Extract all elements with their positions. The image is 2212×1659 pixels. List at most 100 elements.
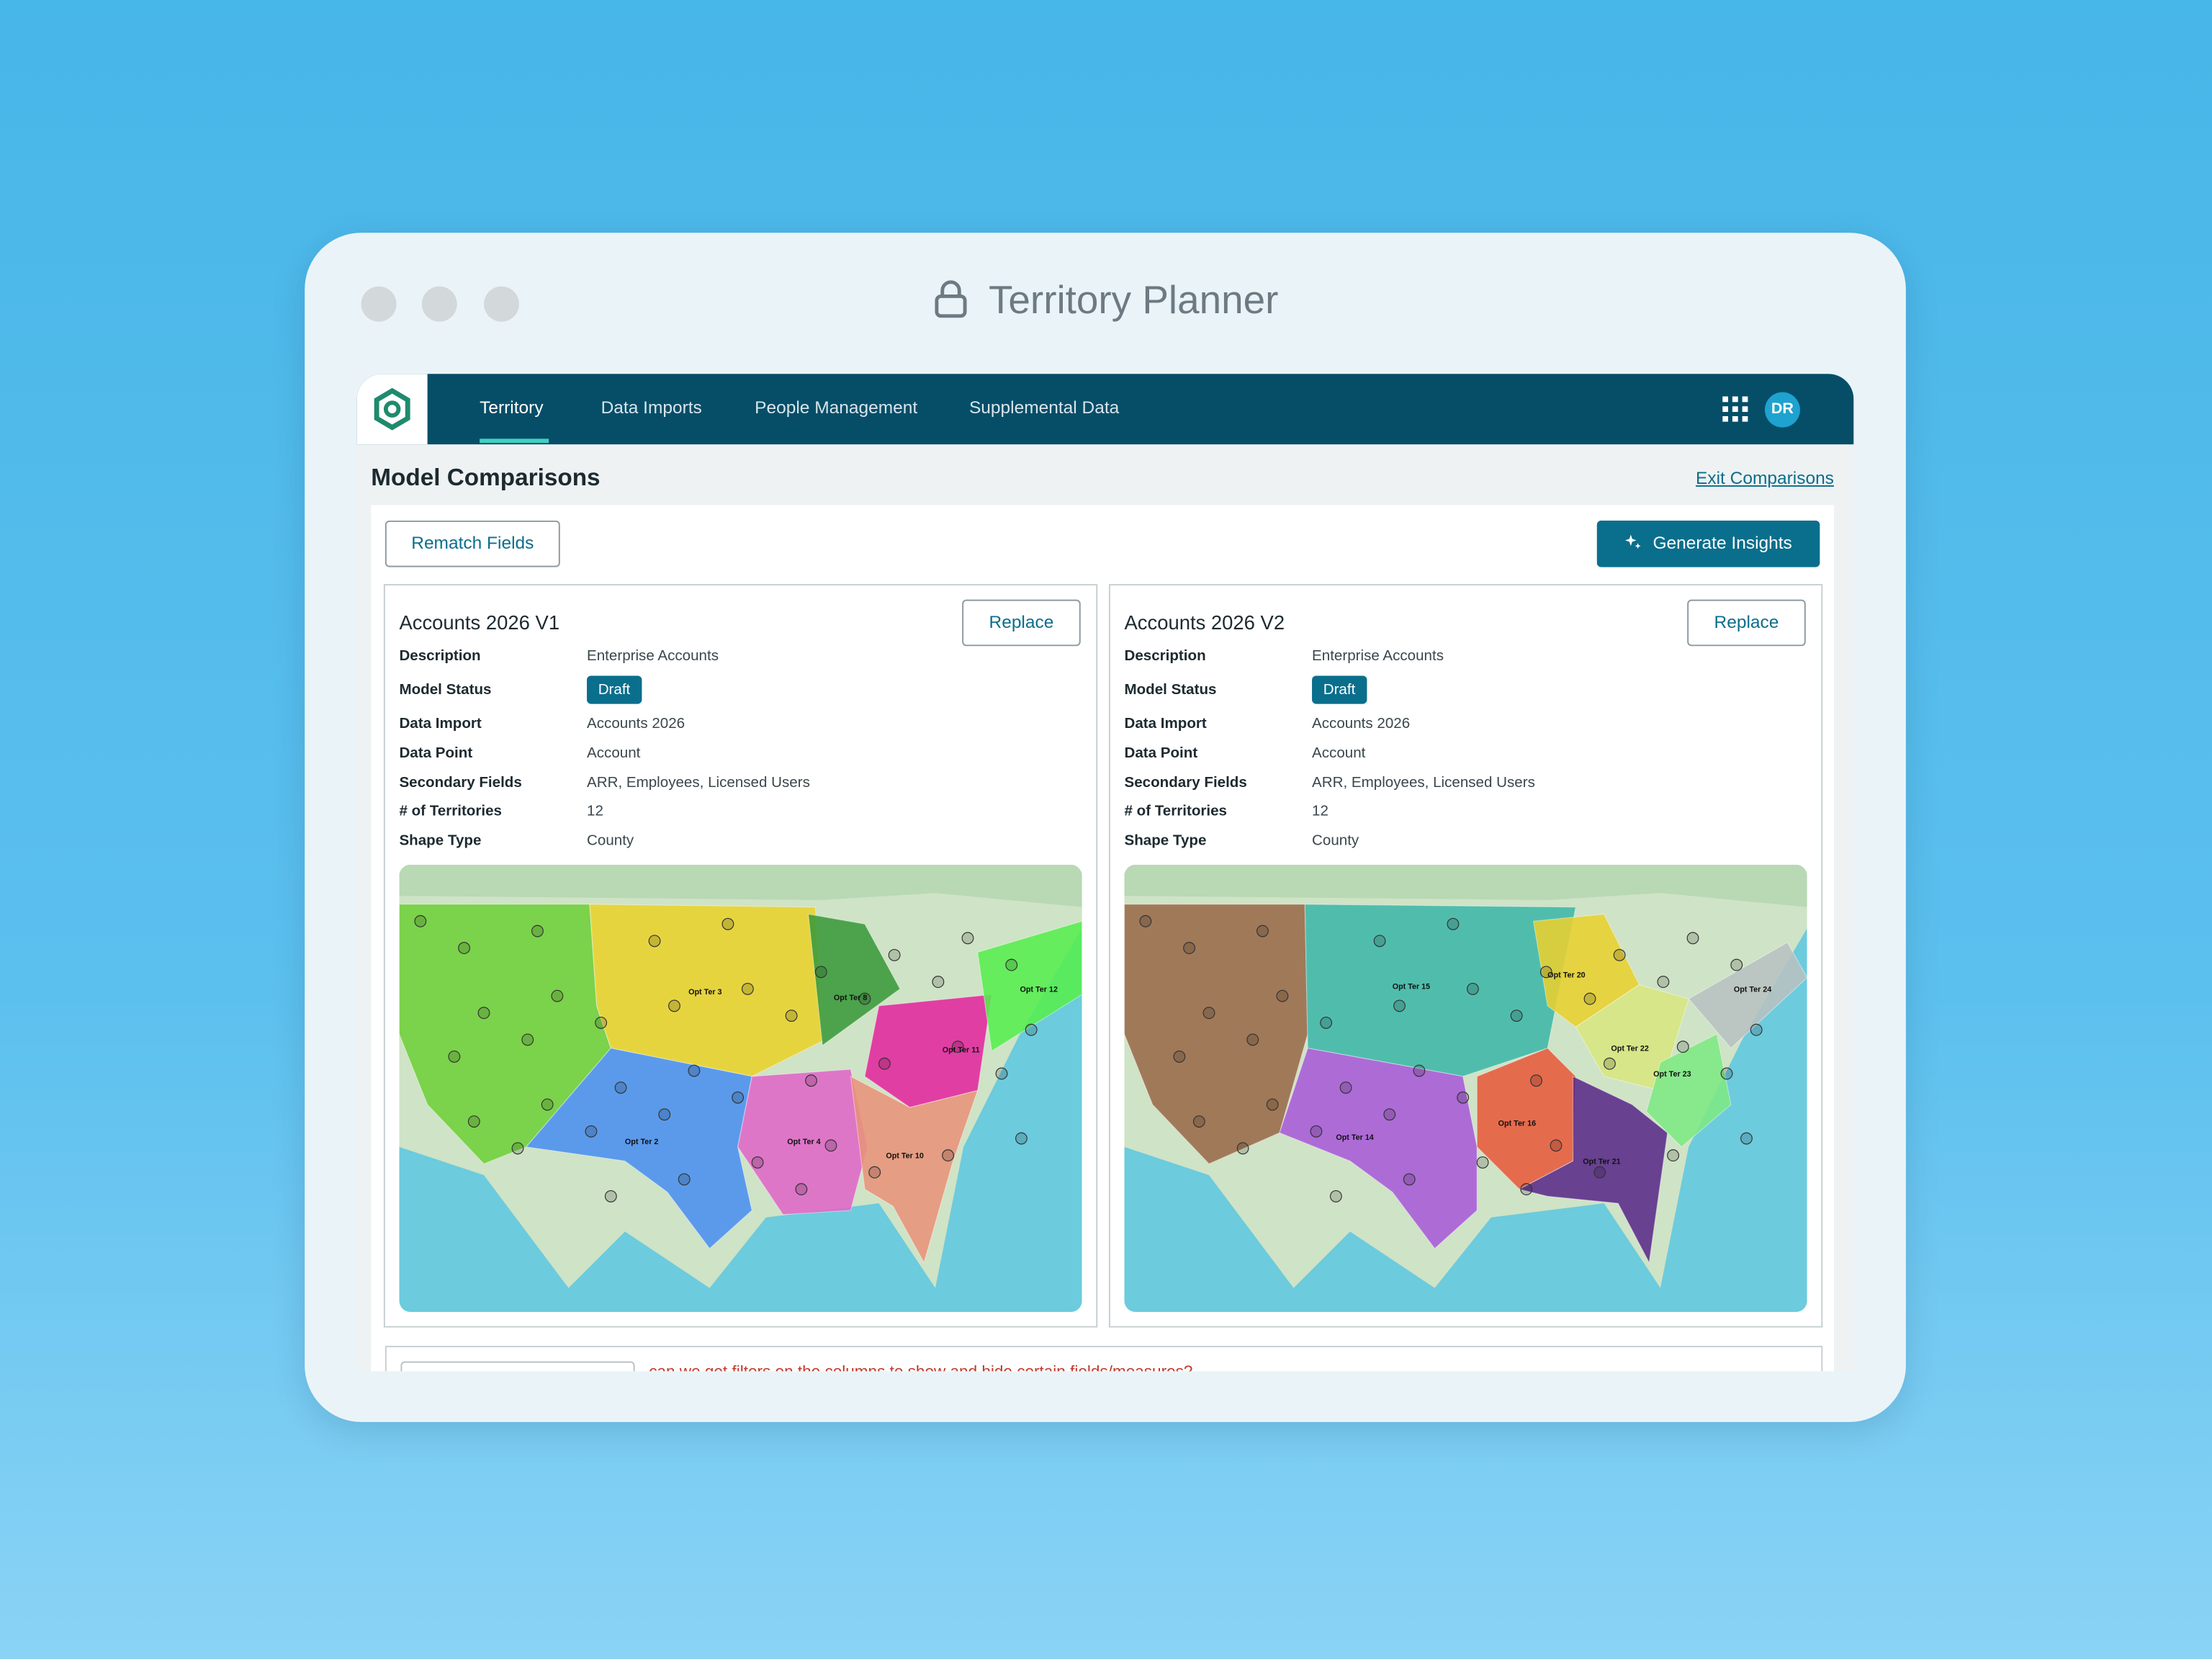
nav-item[interactable]: People Management: [755, 397, 918, 418]
field-text: County: [1312, 832, 1359, 850]
territory-region: [1645, 1033, 1732, 1148]
account-marker: [795, 1183, 808, 1196]
avatar[interactable]: DR: [1764, 392, 1800, 428]
field-text: Enterprise Accounts: [1312, 647, 1444, 665]
account-marker: [932, 976, 945, 989]
map-label: Opt Ter 24: [1734, 985, 1771, 994]
account-marker: [1015, 1132, 1028, 1145]
map-label: Opt Ter 3: [688, 988, 721, 997]
account-marker: [688, 1064, 701, 1077]
account-marker: [1657, 976, 1670, 989]
nav-item[interactable]: Supplemental Data: [968, 397, 1120, 418]
field-label: Model Status: [399, 681, 492, 698]
account-marker: [477, 1007, 490, 1020]
account-marker: [1329, 1190, 1342, 1202]
field-label: Secondary Fields: [399, 774, 522, 792]
land: [1124, 864, 1807, 907]
account-marker: [814, 966, 827, 979]
field-text: Enterprise Accounts: [587, 647, 719, 665]
field-value: Draft: [1312, 675, 1367, 704]
map-label: Opt Ter 12: [1020, 985, 1057, 994]
account-marker: [1139, 914, 1152, 927]
field-label: Data Point: [399, 745, 473, 762]
window-title: Territory Planner: [988, 277, 1279, 322]
nav-item[interactable]: Territory: [480, 397, 544, 418]
model-name: Accounts 2026 V1: [399, 611, 560, 634]
field-value: ARR, Employees, Licensed Users: [1312, 775, 1535, 792]
account-marker: [1539, 966, 1552, 979]
account-marker: [595, 1016, 608, 1029]
field-text: Account: [587, 745, 641, 762]
account-marker: [458, 942, 470, 954]
replace-button[interactable]: Replace: [1687, 599, 1806, 647]
map-label: Opt Ter 21: [1583, 1157, 1620, 1166]
account-marker: [805, 1074, 817, 1087]
account-marker: [1246, 1033, 1259, 1046]
logo[interactable]: [356, 374, 428, 445]
app: Territory Data Imports People Management…: [356, 374, 1854, 1372]
account-marker: [1457, 1091, 1470, 1104]
account-marker: [658, 1108, 671, 1121]
navbar: Territory Data Imports People Management…: [356, 374, 1854, 445]
map-label: Opt Ter 22: [1611, 1045, 1648, 1053]
window-dot[interactable]: [484, 286, 519, 322]
account-marker: [741, 982, 754, 995]
account-marker: [1005, 958, 1018, 971]
account-marker: [585, 1125, 598, 1138]
territory-region: [1518, 1075, 1668, 1264]
account-marker: [1740, 1132, 1753, 1145]
field-value: Enterprise Accounts: [587, 647, 719, 665]
nav-item[interactable]: Data Imports: [601, 397, 702, 418]
comment-text: can we get filters on the columns to sho…: [649, 1364, 1192, 1372]
map: Opt Ter 15 Opt Ter 20 Opt Ter 24 Opt Ter 22…: [1124, 864, 1807, 1313]
status-badge: Draft: [587, 675, 642, 704]
account-marker: [1403, 1173, 1416, 1186]
territory-region: [807, 913, 901, 1046]
map-label: Opt Ter 16: [1498, 1119, 1536, 1128]
field-text: ARR, Employees, Licensed Users: [587, 774, 810, 792]
account-marker: [1276, 989, 1289, 1002]
territory-region: [1304, 904, 1577, 1077]
rematch-button[interactable]: Rematch Fields: [385, 520, 560, 567]
account-marker: [648, 935, 661, 948]
account-marker: [511, 1142, 524, 1155]
map-label: Opt Ter 11: [943, 1046, 980, 1055]
field-text: 12: [1312, 802, 1328, 820]
account-marker: [1383, 1108, 1396, 1121]
account-marker: [1476, 1156, 1489, 1169]
account-marker: [1593, 1166, 1606, 1179]
map-label: Opt Ter 14: [1336, 1133, 1373, 1142]
account-marker: [1667, 1149, 1680, 1161]
account-marker: [1750, 1023, 1763, 1036]
account-marker: [721, 917, 734, 930]
window-dot[interactable]: [361, 286, 397, 322]
window-dot[interactable]: [421, 286, 457, 322]
comment-row: can we get filters on the columns to sho…: [385, 1346, 1823, 1372]
account-marker: [414, 914, 427, 927]
field-text: 12: [587, 802, 603, 820]
account-marker: [878, 1057, 891, 1070]
field-text: County: [587, 832, 634, 850]
field-label: Data Import: [399, 715, 482, 732]
replace-button[interactable]: Replace: [962, 599, 1081, 647]
account-marker: [1183, 942, 1196, 954]
account-marker: [951, 1040, 964, 1053]
model-card: Accounts 2026 V1 Replace Description Enterp…: [383, 584, 1098, 1328]
account-marker: [751, 1156, 764, 1169]
account-marker: [604, 1190, 617, 1202]
map-label: Opt Ter 4: [787, 1138, 820, 1146]
field-label: Shape Type: [399, 832, 482, 850]
comment-input[interactable]: [400, 1361, 635, 1372]
model-name: Accounts 2026 V2: [1124, 611, 1285, 634]
account-marker: [1339, 1082, 1352, 1094]
generate-button[interactable]: Generate Insights: [1596, 520, 1820, 567]
account-marker: [1202, 1007, 1215, 1020]
account-marker: [868, 1166, 881, 1179]
field-label: Data Point: [1124, 745, 1198, 762]
account-marker: [551, 989, 564, 1002]
account-marker: [1730, 958, 1743, 971]
map-svg: Opt Ter 3 Opt Ter 8 Opt Ter 12 Opt Ter 2 Opt…: [399, 864, 1082, 1313]
apps-icon[interactable]: [1722, 396, 1748, 422]
field-label: Data Import: [1124, 715, 1207, 732]
exit-link[interactable]: Exit Comparisons: [1696, 468, 1834, 488]
